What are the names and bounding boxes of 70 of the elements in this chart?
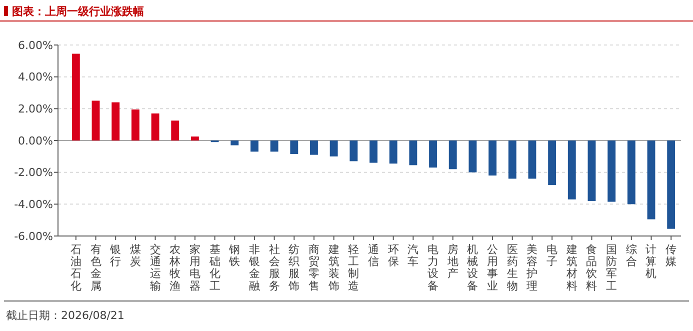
y-tick-label: 0.00%	[18, 134, 53, 148]
bar	[647, 140, 656, 220]
x-tick-label: 煤炭	[130, 243, 141, 268]
bar	[171, 120, 180, 140]
bar	[250, 140, 258, 152]
bar	[508, 140, 516, 179]
bar	[488, 140, 496, 176]
bar	[667, 140, 676, 229]
x-tick-label: 交通运输	[150, 243, 161, 292]
y-tick-label: -2.00%	[14, 166, 53, 180]
x-tick-label: 石油石化	[70, 243, 82, 292]
bar	[310, 140, 318, 155]
x-tick-label: 家用电器	[189, 243, 200, 292]
x-tick-label: 综合	[626, 243, 637, 268]
bar	[468, 140, 477, 172]
y-tick-label: 6.00%	[18, 38, 53, 52]
x-tick-label: 电子	[546, 243, 558, 268]
bar	[608, 140, 616, 202]
x-tick-label: 纺织服饰	[288, 243, 300, 292]
x-tick-label: 建筑材料	[565, 243, 578, 292]
bar	[112, 102, 120, 140]
x-tick-label: 社会服务	[268, 243, 280, 292]
x-tick-label: 公用事业	[487, 243, 498, 292]
bar	[290, 140, 298, 154]
x-tick-label: 环保	[388, 243, 399, 268]
x-tick-label: 电力设备	[428, 243, 439, 292]
x-tick-label: 农林牧渔	[168, 243, 181, 292]
x-tick-label: 银行	[109, 243, 122, 268]
x-tick-label: 传媒	[666, 243, 677, 268]
x-tick-label: 房地产	[446, 243, 458, 280]
y-tick-label: 2.00%	[18, 102, 53, 116]
bar	[72, 54, 80, 140]
bar	[548, 140, 556, 186]
x-tick-label: 国防军工	[606, 243, 618, 292]
x-tick-label: 医药生物	[506, 243, 518, 292]
chart-title: 图表：上周一级行业涨跌幅	[12, 5, 144, 18]
bar	[389, 140, 398, 164]
bar	[528, 140, 536, 179]
x-tick-label: 商贸零售	[308, 243, 320, 292]
x-tick-label: 建筑装饰	[327, 243, 340, 292]
bar	[131, 109, 140, 140]
x-tick-label: 轻工制造	[348, 243, 360, 292]
bar	[429, 140, 437, 168]
x-tick-label: 钢铁	[228, 243, 240, 268]
text: 截止日期：2026/08/21	[6, 309, 124, 322]
bar	[568, 140, 576, 200]
bar	[627, 140, 636, 204]
x-tick-label: 通信	[368, 243, 379, 268]
x-tick-label: 美容护理	[526, 243, 538, 292]
bar	[92, 100, 100, 140]
bar	[270, 140, 278, 152]
x-tick-label: 机械设备	[467, 243, 478, 292]
bar	[330, 140, 338, 156]
x-tick-label: 非银金融	[248, 243, 260, 292]
x-tick-label: 基础化工	[208, 243, 220, 292]
x-tick-label: 食品饮料	[585, 243, 598, 292]
x-tick-label: 汽车	[408, 243, 419, 268]
bar	[370, 140, 378, 163]
y-tick-label: -6.00%	[14, 230, 53, 243]
bar	[409, 140, 418, 166]
y-tick-label: -4.00%	[14, 198, 53, 212]
bar	[151, 113, 160, 140]
x-tick-label: 有色金属	[90, 243, 102, 292]
bar	[448, 140, 457, 170]
bar	[350, 140, 358, 162]
y-tick-label: 4.00%	[18, 70, 53, 84]
x-tick-label: 计算机	[646, 243, 657, 280]
bar	[190, 136, 199, 140]
bar	[230, 140, 239, 146]
bar	[588, 140, 596, 201]
